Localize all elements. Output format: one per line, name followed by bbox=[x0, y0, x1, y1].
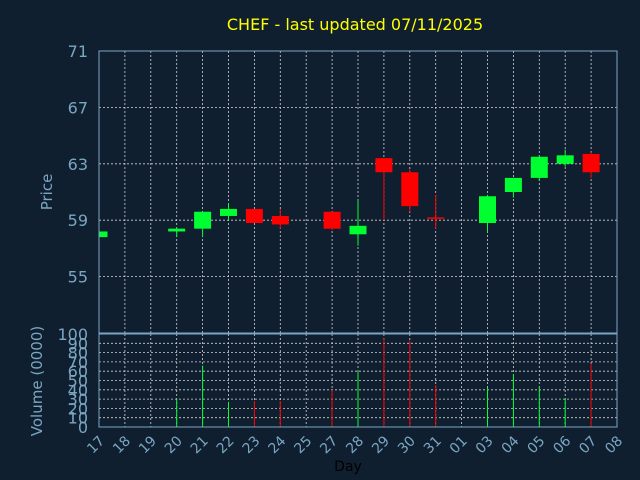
candle-21 bbox=[194, 211, 212, 238]
volume-axis-label: Volume (0000) bbox=[28, 326, 46, 436]
x-tick-label: 21 bbox=[188, 433, 212, 457]
volume-plot-frame bbox=[98, 333, 618, 428]
x-tick-label: 31 bbox=[421, 433, 445, 457]
candle-body bbox=[271, 215, 289, 225]
candle-24 bbox=[271, 208, 289, 229]
price-tick-label: 63 bbox=[68, 155, 88, 174]
price-tick-label: 59 bbox=[68, 211, 88, 230]
x-tick-label: 24 bbox=[266, 433, 290, 457]
volume-tick-label: 10 bbox=[68, 409, 88, 428]
candle-27 bbox=[323, 211, 341, 231]
x-tick-label: 23 bbox=[240, 433, 264, 457]
candle-03 bbox=[479, 194, 496, 232]
candle-22 bbox=[220, 203, 237, 221]
candle-07 bbox=[582, 152, 600, 178]
volume-tick-label: 80 bbox=[68, 344, 88, 363]
volume-tick-label: 100 bbox=[57, 325, 88, 344]
volume-tick-label: 60 bbox=[68, 362, 88, 381]
candle-body bbox=[504, 177, 522, 192]
volume-tick-label: 50 bbox=[68, 372, 88, 391]
candle-body bbox=[479, 196, 496, 224]
x-tick-label: 30 bbox=[395, 433, 419, 457]
candle-body bbox=[556, 155, 574, 164]
candle-06 bbox=[556, 149, 574, 167]
x-tick-label: 07 bbox=[576, 433, 600, 457]
volume-tick-label: 40 bbox=[68, 381, 88, 400]
chart-title: CHEF - last updated 07/11/2025 bbox=[227, 15, 483, 34]
candle-body bbox=[375, 158, 393, 173]
x-tick-label: 08 bbox=[602, 433, 626, 457]
x-tick-label: 18 bbox=[110, 433, 134, 457]
price-tick-label: 71 bbox=[68, 42, 88, 61]
candle-29 bbox=[375, 158, 393, 221]
candle-28 bbox=[349, 200, 367, 246]
candle-30 bbox=[401, 169, 419, 212]
x-tick-label: 27 bbox=[317, 433, 341, 457]
x-tick-label: 25 bbox=[291, 433, 315, 457]
candle-04 bbox=[504, 177, 522, 198]
x-tick-label: 29 bbox=[369, 433, 393, 457]
volume-tick-label: 0 bbox=[78, 418, 88, 437]
x-tick-label: 04 bbox=[499, 433, 523, 457]
x-tick-label: 05 bbox=[525, 433, 549, 457]
x-tick-label: 20 bbox=[162, 433, 186, 457]
price-tick-label: 55 bbox=[68, 268, 88, 287]
candle-05 bbox=[530, 155, 548, 181]
x-tick-label: 22 bbox=[214, 433, 238, 457]
candle-body bbox=[168, 228, 186, 232]
candle-23 bbox=[245, 208, 263, 224]
volume-tick-label: 30 bbox=[68, 390, 88, 409]
candle-body bbox=[220, 208, 237, 216]
price-plot-frame bbox=[98, 50, 618, 334]
x-tick-label: 28 bbox=[343, 433, 367, 457]
candle-body bbox=[245, 208, 263, 224]
x-tick-label: 06 bbox=[550, 433, 574, 457]
x-tick-label: 03 bbox=[473, 433, 497, 457]
candle-31 bbox=[427, 194, 445, 229]
candle-17 bbox=[98, 231, 108, 238]
price-axis-label: Price bbox=[38, 174, 56, 211]
candle-body bbox=[427, 217, 445, 219]
candle-body bbox=[349, 225, 367, 235]
x-tick-label: 19 bbox=[136, 433, 160, 457]
volume-tick-label: 90 bbox=[68, 334, 88, 353]
candle-body bbox=[194, 211, 212, 229]
candle-body bbox=[401, 172, 419, 207]
candle-body bbox=[99, 231, 108, 238]
candle-20 bbox=[168, 227, 186, 238]
candle-body bbox=[323, 211, 341, 229]
x-tick-label: 01 bbox=[447, 433, 471, 457]
x-axis-label: Day bbox=[334, 459, 362, 475]
volume-tick-label: 70 bbox=[68, 353, 88, 372]
volume-tick-label: 20 bbox=[68, 399, 88, 418]
candle-body bbox=[582, 153, 600, 173]
price-tick-label: 67 bbox=[68, 98, 88, 117]
candle-body bbox=[530, 156, 548, 178]
price-panel: 55 59 63 67 71 Price bbox=[38, 42, 618, 334]
